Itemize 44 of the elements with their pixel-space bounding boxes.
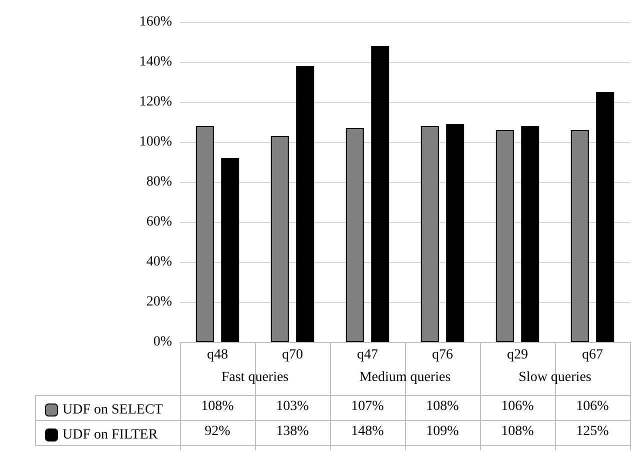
bar — [496, 130, 514, 342]
y-tick-label: 100% — [139, 134, 172, 150]
bar — [196, 126, 214, 342]
data-label: 125% — [575, 424, 610, 440]
text: Fast queries — [220, 370, 290, 386]
data-label: 103% — [275, 399, 310, 415]
data-label: 108% — [200, 399, 235, 415]
bar — [270, 136, 289, 342]
bar — [221, 158, 240, 342]
data-label: 106% — [575, 399, 610, 415]
y-tick-label: 80% — [146, 174, 172, 190]
bar — [371, 46, 390, 342]
y-tick-label: 20% — [146, 294, 172, 310]
y-tick-label: 160% — [139, 14, 172, 30]
x-tick-label: q67 — [582, 348, 603, 362]
x-tick-label: q70 — [282, 348, 303, 362]
legend-label: UDF on FILTER — [62, 428, 158, 442]
bar — [420, 126, 439, 342]
data-label: 109% — [425, 424, 460, 440]
y-tick-label: 40% — [146, 254, 172, 270]
x-tick-label: q29 — [507, 348, 528, 362]
data-label: 107% — [350, 399, 385, 415]
text: Medium queries — [358, 370, 452, 386]
bar — [446, 124, 464, 342]
bar — [570, 130, 589, 342]
bar — [521, 126, 540, 342]
data-label: 138% — [275, 424, 310, 440]
x-tick-label: q76 — [432, 348, 453, 362]
data-label: 148% — [350, 424, 385, 440]
y-tick-label: 60% — [146, 214, 172, 230]
bar — [346, 128, 364, 342]
legend-label: UDF on SELECT — [62, 402, 164, 418]
y-tick-label: 120% — [139, 94, 172, 110]
data-label: 108% — [425, 399, 460, 415]
y-tick-label: 140% — [139, 54, 172, 70]
bar — [596, 92, 614, 342]
data-label: 106% — [500, 399, 535, 415]
data-label: 108% — [500, 424, 535, 440]
text: Slow queries — [518, 370, 592, 386]
x-tick-label: q48 — [207, 348, 228, 362]
y-tick-label: 0% — [153, 334, 172, 350]
x-tick-label: q47 — [357, 348, 378, 362]
data-label: 92% — [204, 424, 232, 440]
bar — [296, 66, 314, 342]
